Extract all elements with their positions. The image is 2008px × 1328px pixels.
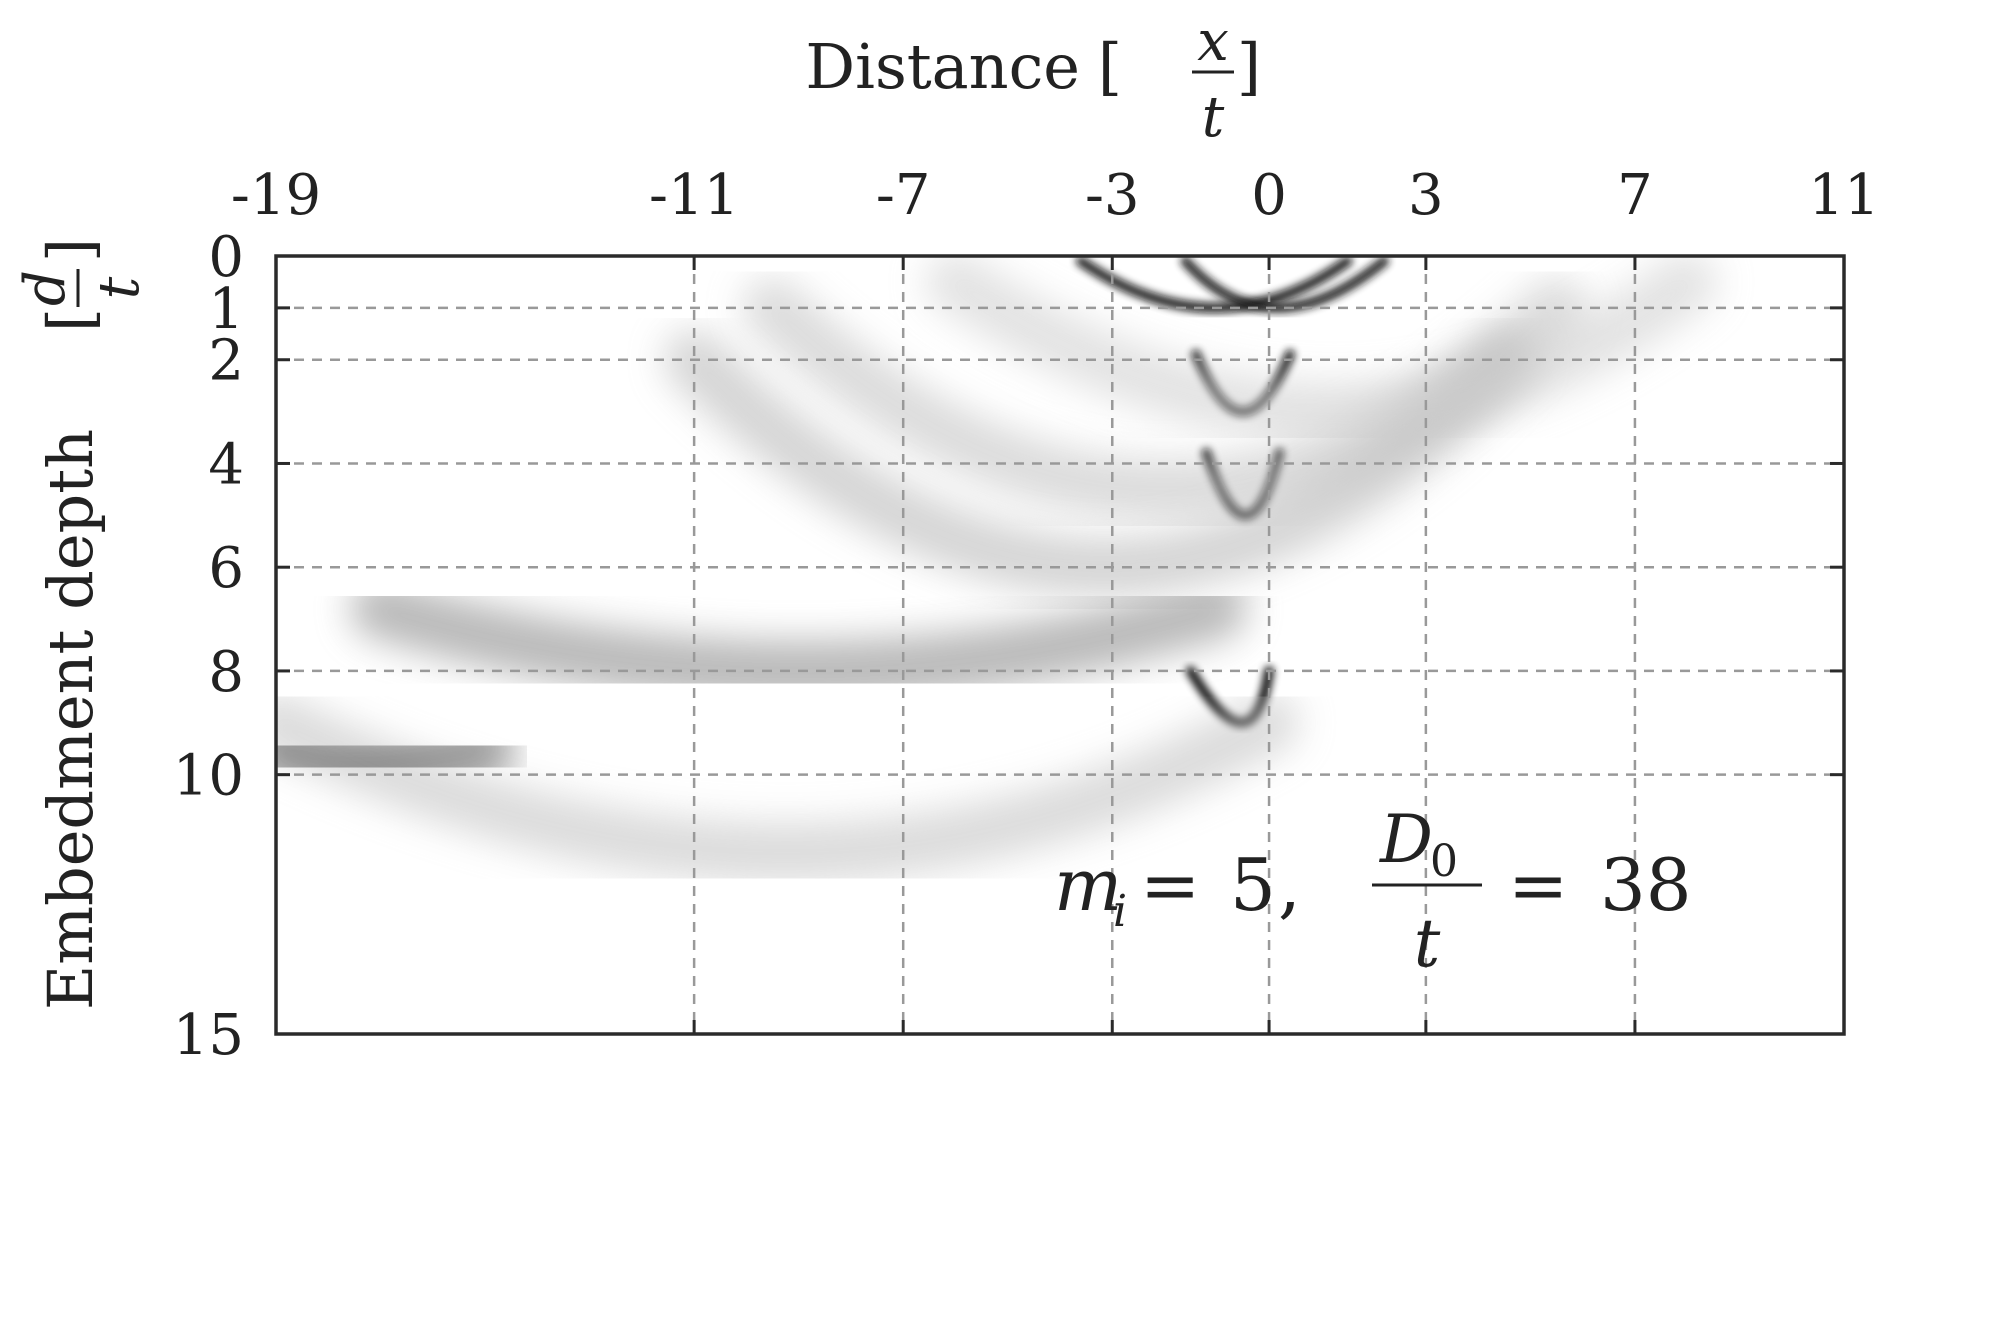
x-axis-label-close-bracket: ] [1237,30,1261,103]
annotation-lhs-subscript: i [1113,886,1127,937]
y-axis-label-denominator: t [87,276,152,299]
y-tick-label: 10 [173,744,244,809]
annotation-rhs-numerator-subscript: 0 [1430,836,1458,887]
axis-ticks [274,254,1846,1036]
y-axis-label-numerator: d [13,270,78,306]
heatmap-band [1180,256,1390,313]
x-tick-label: 3 [1408,163,1444,228]
y-tick-label: 2 [208,329,244,394]
y-tick-labels: 012 4 6 8 10 15 [173,225,244,1068]
y-axis-label-text: Embedment depth [34,429,107,1010]
y-tick-label: 15 [173,1003,244,1068]
heatmap-band [925,256,1718,442]
parameter-annotation: m i = 5 , D 0 t = 38 [1054,801,1692,982]
y-tick-label: 4 [208,432,244,497]
y-axis-label-open-bracket: [ [34,308,107,332]
annotation-comma: , [1278,843,1301,927]
annotation-rhs-denominator: t [1414,905,1441,982]
grid-lines [276,256,1844,1034]
x-tick-label: -3 [1085,163,1140,228]
plot-frame [274,254,1846,1036]
y-tick-label: 6 [208,536,244,601]
x-tick-label: 7 [1617,163,1653,228]
annotation-equals-1: = [1140,843,1200,927]
y-axis-label: Embedment depth [ d t ] [13,238,152,1010]
annotation-equals-2: = [1508,843,1568,927]
annotation-rhs-value: 38 [1600,843,1692,927]
y-axis-label-close-bracket: ] [34,238,107,262]
heatmap-band [276,718,516,795]
x-axis-label-denominator: t [1202,85,1225,150]
x-axis-label: Distance [ x t ] [805,9,1261,150]
y-tick-label: 1 [208,277,244,342]
heatmap-field [276,256,1718,883]
x-tick-label: 0 [1251,163,1287,228]
x-tick-label: 11 [1808,163,1879,228]
x-tick-label: -11 [649,163,739,228]
annotation-rhs-numerator: D [1379,801,1433,878]
y-tick-label: 0 [208,225,244,290]
x-axis-label-text: Distance [805,30,1080,103]
annotation-lhs-value: 5 [1230,843,1276,927]
annotation-lhs-symbol: m [1054,843,1122,927]
x-tick-labels: -19 -11 -7 -3 0 3 7 11 [231,163,1880,228]
y-tick-label: 8 [208,640,244,705]
x-tick-label: -7 [876,163,931,228]
x-axis-label-open-bracket: [ [1098,30,1122,103]
x-axis-label-numerator: x [1197,9,1229,74]
x-tick-label: -19 [231,163,321,228]
